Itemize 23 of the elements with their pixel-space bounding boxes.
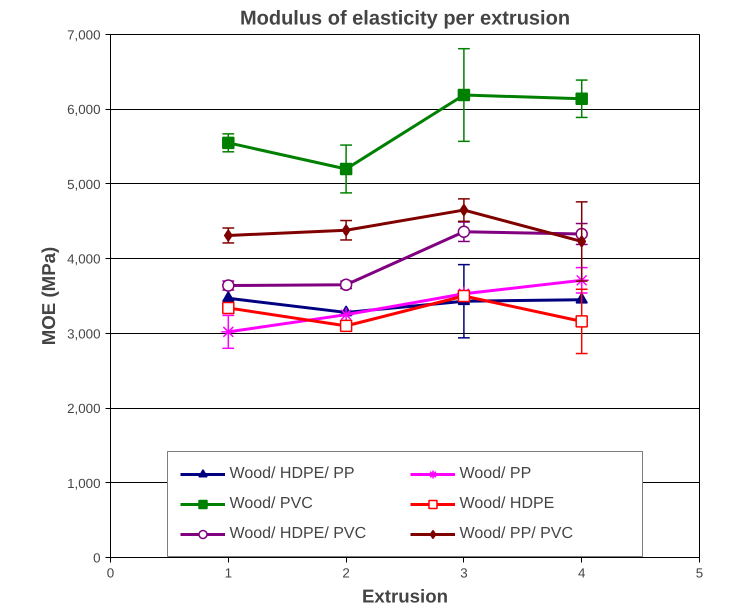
x-tick-label: 3	[460, 566, 468, 580]
y-tick-label: 3,000	[67, 326, 101, 342]
x-tick-label: 0	[106, 566, 114, 580]
y-tick-label: 7,000	[67, 28, 101, 42]
legend-label: Wood/ PP/ PVC	[460, 525, 574, 543]
y-tick-label: 4,000	[67, 252, 101, 267]
legend-label: Wood/ PP	[460, 465, 532, 483]
legend-label: Wood/ HDPE/ PVC	[230, 525, 368, 543]
y-tick-label: 6,000	[67, 102, 101, 118]
x-tick-label: 4	[578, 566, 586, 580]
x-tick-label: 1	[224, 566, 232, 580]
y-tick-label: 2,000	[67, 401, 101, 416]
y-axis-title: MOE (MPa)	[38, 246, 60, 346]
x-tick-label: 2	[342, 566, 350, 580]
legend-label: Wood/ HDPE	[460, 495, 556, 513]
x-axis-title: Extrusion	[362, 586, 448, 606]
legend-label: Wood/ PVC	[230, 495, 314, 513]
y-tick-label: 0	[93, 550, 101, 566]
x-tick-label: 5	[696, 566, 704, 580]
legend-label: Wood/ HDPE/ PP	[230, 465, 356, 483]
chart-title: Modulus of elasticity per extrusion	[240, 8, 570, 30]
y-tick-label: 1,000	[67, 476, 101, 491]
y-tick-label: 5,000	[67, 176, 101, 192]
